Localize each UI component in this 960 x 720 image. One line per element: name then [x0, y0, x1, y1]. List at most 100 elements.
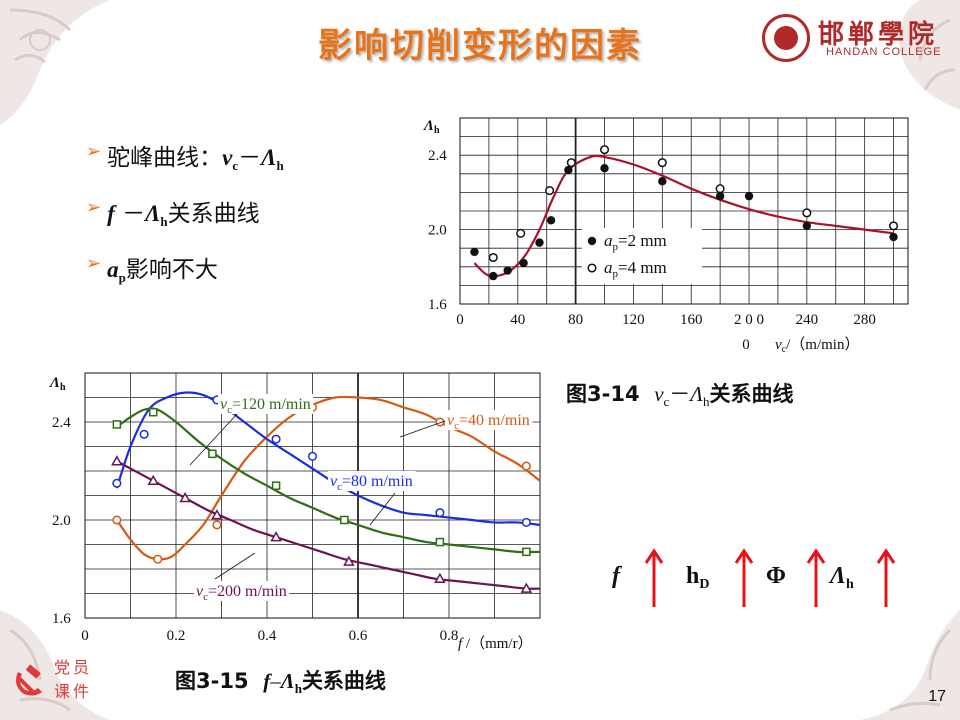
bullet-text: f －Λh关系曲线	[107, 201, 260, 229]
y-tick-label: 1.6	[52, 611, 71, 627]
data-point	[715, 184, 725, 194]
trend-label-hd: hD	[686, 563, 710, 592]
data-point	[521, 517, 531, 527]
corner-ornament-top-left	[0, 0, 110, 125]
data-point	[599, 145, 610, 155]
x-axis-label: f /（mm/r）	[458, 635, 533, 652]
data-point	[470, 247, 479, 257]
data-point	[271, 434, 281, 444]
data-point	[435, 508, 445, 518]
data-point	[889, 232, 898, 242]
x-tick-label: 280	[853, 312, 876, 328]
y-axis-label: Λh	[423, 118, 440, 136]
data-point	[888, 221, 899, 231]
data-point	[564, 165, 573, 175]
trend-label-phi: Φ	[766, 563, 786, 589]
data-point	[658, 177, 667, 186]
data-point	[657, 158, 667, 168]
data-point	[522, 547, 531, 557]
bullet-item: ➢ f －Λh关系曲线	[86, 194, 284, 250]
data-point	[600, 164, 609, 173]
series-label-background	[194, 581, 290, 601]
data-point	[307, 451, 318, 461]
data-point	[535, 238, 544, 247]
bullet-item: ➢ ap影响不大	[86, 250, 284, 306]
legend-background	[582, 228, 702, 284]
x-tick-label: 0.2	[167, 628, 186, 644]
legend-label: ap=4 mm	[604, 258, 667, 280]
data-point	[516, 228, 526, 238]
y-tick-label: 2.0	[52, 513, 71, 529]
hammer-sickle-icon	[16, 664, 42, 696]
x-tick-label: 80	[568, 312, 583, 328]
data-point	[340, 515, 349, 525]
x-tick-label: 0	[456, 312, 464, 328]
data-point	[434, 572, 446, 584]
vc-lambda-chart: 1.6 2.0 2.4 0 40 80 120 160 2 0 0 240 280 0 Λh vc/（m/…	[423, 117, 909, 355]
series-label-leader	[189, 412, 239, 466]
series-label-background	[445, 410, 533, 430]
y-axis-label: Λh	[49, 375, 66, 393]
page-title: 影响切削变形的因素	[318, 26, 642, 66]
series-label-leader	[399, 420, 446, 438]
bullet-arrow-icon: ➢	[86, 197, 102, 218]
trend-label-f: f	[612, 563, 620, 589]
bullet-list: ➢ 驼峰曲线：vc－Λh ➢ f －Λh关系曲线 ➢ ap影响不大	[86, 138, 284, 306]
series-label-leader	[369, 492, 396, 526]
data-point	[112, 515, 122, 525]
party-courseware-badge: 党员 课件	[10, 656, 100, 708]
up-arrow-icon	[644, 548, 664, 607]
series-label: vc=40 m/min	[447, 412, 530, 432]
series-line	[115, 391, 541, 526]
up-arrow-icon	[734, 548, 754, 607]
badge-text: 党员 课件	[54, 658, 93, 701]
data-point	[147, 474, 160, 486]
data-point	[112, 478, 122, 488]
data-point	[343, 555, 355, 566]
logo-english-name: HANDAN COLLEGE	[826, 46, 942, 58]
series-label: vc=80 m/min	[330, 473, 413, 493]
bullet-item: ➢ 驼峰曲线：vc－Λh	[86, 138, 284, 194]
data-point	[489, 271, 498, 281]
x-tick-label: 0.8	[440, 628, 459, 644]
x-tick-label: 0	[742, 337, 750, 353]
bullet-arrow-icon: ➢	[86, 141, 102, 162]
data-point	[435, 537, 445, 547]
bullet-text: ap影响不大	[107, 257, 218, 285]
data-point	[566, 158, 576, 168]
data-point	[149, 407, 158, 417]
data-point	[179, 491, 191, 503]
legend-marker	[587, 236, 597, 246]
y-tick-label: 2.4	[428, 148, 447, 164]
series-label-leader	[214, 552, 256, 580]
corner-ornament-bottom-right	[860, 610, 960, 720]
legend-marker	[587, 263, 597, 273]
bullet-text: 驼峰曲线：vc－Λh	[107, 145, 284, 173]
x-tick-label: 240	[796, 312, 819, 328]
series-label: vc=120 m/min	[220, 396, 311, 416]
series-line	[116, 407, 541, 554]
logo-chinese-name: 邯郸學院	[818, 20, 939, 50]
data-point	[545, 185, 555, 196]
x-tick-label: 0	[81, 628, 89, 644]
data-point	[503, 266, 512, 275]
data-point	[139, 429, 149, 439]
x-tick-label: 40	[510, 312, 525, 328]
series-label-background	[328, 471, 416, 491]
data-point	[715, 191, 725, 201]
data-point	[520, 582, 533, 593]
data-point	[546, 216, 556, 225]
f-lambda-chart: 1.6 2.0 2.4 0 0.2 0.4 0.6 0.8 Λh f /（mm/r） vc=120 …	[49, 372, 541, 652]
college-logo: 邯郸學院 HANDAN COLLEGE	[762, 12, 952, 72]
data-point	[802, 221, 812, 231]
trend-row: f hD Φ Λh	[610, 545, 910, 615]
x-tick-label: 0.6	[349, 628, 368, 644]
data-point	[744, 191, 754, 201]
corner-ornament-top-right	[899, 0, 960, 110]
data-point	[270, 531, 282, 542]
page-number: 17	[928, 688, 946, 705]
trend-label-lambda: Λh	[830, 563, 854, 592]
data-point	[521, 461, 531, 471]
up-arrow-icon	[806, 548, 826, 607]
data-point	[111, 455, 123, 466]
